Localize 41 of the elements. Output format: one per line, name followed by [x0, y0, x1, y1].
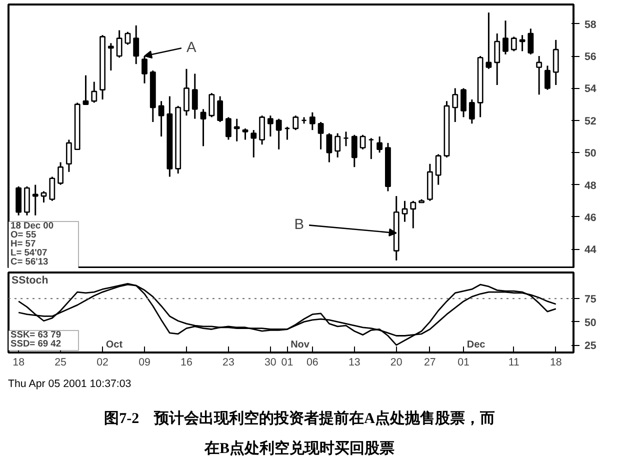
annotation: Oct: [106, 340, 124, 350]
annotation: L= 54'07: [10, 248, 48, 258]
y-tick-label: 46: [584, 212, 596, 224]
x-tick-label: 23: [222, 356, 234, 368]
x-tick-label: 09: [138, 356, 151, 368]
y-tick-label: 48: [584, 180, 596, 192]
x-tick-label: 27: [424, 356, 436, 368]
y-tick-label: 56: [584, 51, 596, 64]
annotation: H= 57: [10, 238, 36, 248]
x-tick-label: 11: [508, 356, 520, 368]
annotation: A: [186, 40, 196, 56]
x-tick-label: 06: [306, 356, 318, 368]
x-tick-label: 01: [458, 356, 470, 368]
x-tick-label: 30: [264, 356, 276, 368]
y-tick-label: 54: [584, 83, 596, 96]
annotation: 18 Dec 00: [10, 220, 54, 230]
annotation: Dec: [466, 340, 486, 350]
annotation: B: [294, 217, 304, 234]
annotation: SSK= 63 79: [10, 330, 62, 340]
annotation: SSD= 69 42: [10, 338, 62, 348]
annotation: Nov: [290, 340, 310, 350]
text: 图7-2 预计会出现利空的投资者提前在A点处抛售股票，而在B点处利空兑现时买回股票: [103, 409, 496, 459]
x-tick-label: 16: [180, 356, 192, 368]
x-tick-label: 20: [390, 356, 402, 368]
x-tick-label: 25: [54, 356, 67, 368]
x-tick-label: 18: [550, 356, 562, 368]
y-tick-label: 25: [584, 340, 596, 352]
y-tick-label: 50: [584, 316, 596, 329]
y-tick-label: 44: [584, 244, 596, 256]
x-tick-label: 01: [281, 356, 294, 368]
y-tick-label: 50: [584, 148, 596, 160]
text: Thu Apr 05 2001 10:37:03: [8, 377, 132, 392]
annotation: C= 56'13: [10, 256, 48, 266]
x-tick-label: 18: [12, 356, 25, 368]
chart-title: SStoch: [12, 274, 48, 286]
y-tick-label: 58: [584, 18, 596, 31]
x-tick-label: 13: [348, 356, 360, 368]
y-tick-label: 52: [584, 115, 596, 128]
annotation: O= 55: [10, 230, 36, 240]
x-tick-label: 02: [96, 356, 109, 368]
y-tick-label: 75: [584, 294, 596, 306]
